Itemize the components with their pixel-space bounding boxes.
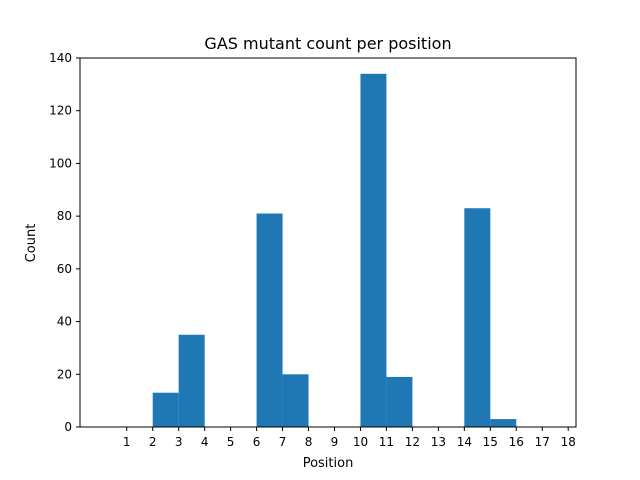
x-tick-label: 1 [123, 435, 131, 449]
bar-position-7 [256, 213, 283, 427]
y-tick-label: 100 [49, 156, 72, 170]
x-tick-label: 9 [331, 435, 339, 449]
x-tick-label: 11 [379, 435, 394, 449]
bar-position-3 [152, 392, 179, 427]
y-tick-label: 60 [57, 262, 72, 276]
x-tick-label: 5 [227, 435, 235, 449]
x-tick-label: 17 [535, 435, 550, 449]
x-tick-label: 18 [561, 435, 576, 449]
bar-position-8 [282, 374, 309, 427]
y-tick-label: 0 [64, 420, 72, 434]
bar-position-12 [386, 376, 413, 427]
x-tick-label: 13 [431, 435, 446, 449]
plot-frame [79, 57, 577, 428]
y-axis-label: Count [24, 224, 39, 263]
bar-position-16 [490, 419, 517, 427]
x-tick-label: 2 [149, 435, 157, 449]
x-axis-label: Position [303, 456, 354, 471]
bar-position-15 [464, 208, 491, 427]
x-tick-label: 6 [253, 435, 261, 449]
y-axis-ticks: 0 20 40 60 80 100 120 140 [49, 51, 80, 434]
x-tick-label: 14 [457, 435, 472, 449]
x-tick-label: 7 [279, 435, 287, 449]
bar-position-4 [178, 334, 205, 427]
bar-position-11 [360, 73, 387, 428]
chart-title: GAS mutant count per position [204, 34, 451, 53]
y-tick-label: 40 [57, 315, 72, 329]
y-tick-label: 20 [57, 367, 72, 381]
x-tick-label: 10 [353, 435, 368, 449]
y-tick-label: 140 [49, 51, 72, 65]
x-tick-label: 15 [483, 435, 498, 449]
y-tick-label: 120 [49, 104, 72, 118]
x-tick-label: 16 [509, 435, 524, 449]
bars-group [152, 73, 517, 428]
x-tick-label: 12 [405, 435, 420, 449]
x-tick-label: 8 [305, 435, 313, 449]
x-axis-ticks: 1 2 3 4 5 6 7 8 9 10 11 12 13 14 15 16 17 18 [123, 427, 576, 449]
y-tick-label: 80 [57, 209, 72, 223]
x-tick-label: 4 [201, 435, 209, 449]
x-tick-label: 3 [175, 435, 183, 449]
